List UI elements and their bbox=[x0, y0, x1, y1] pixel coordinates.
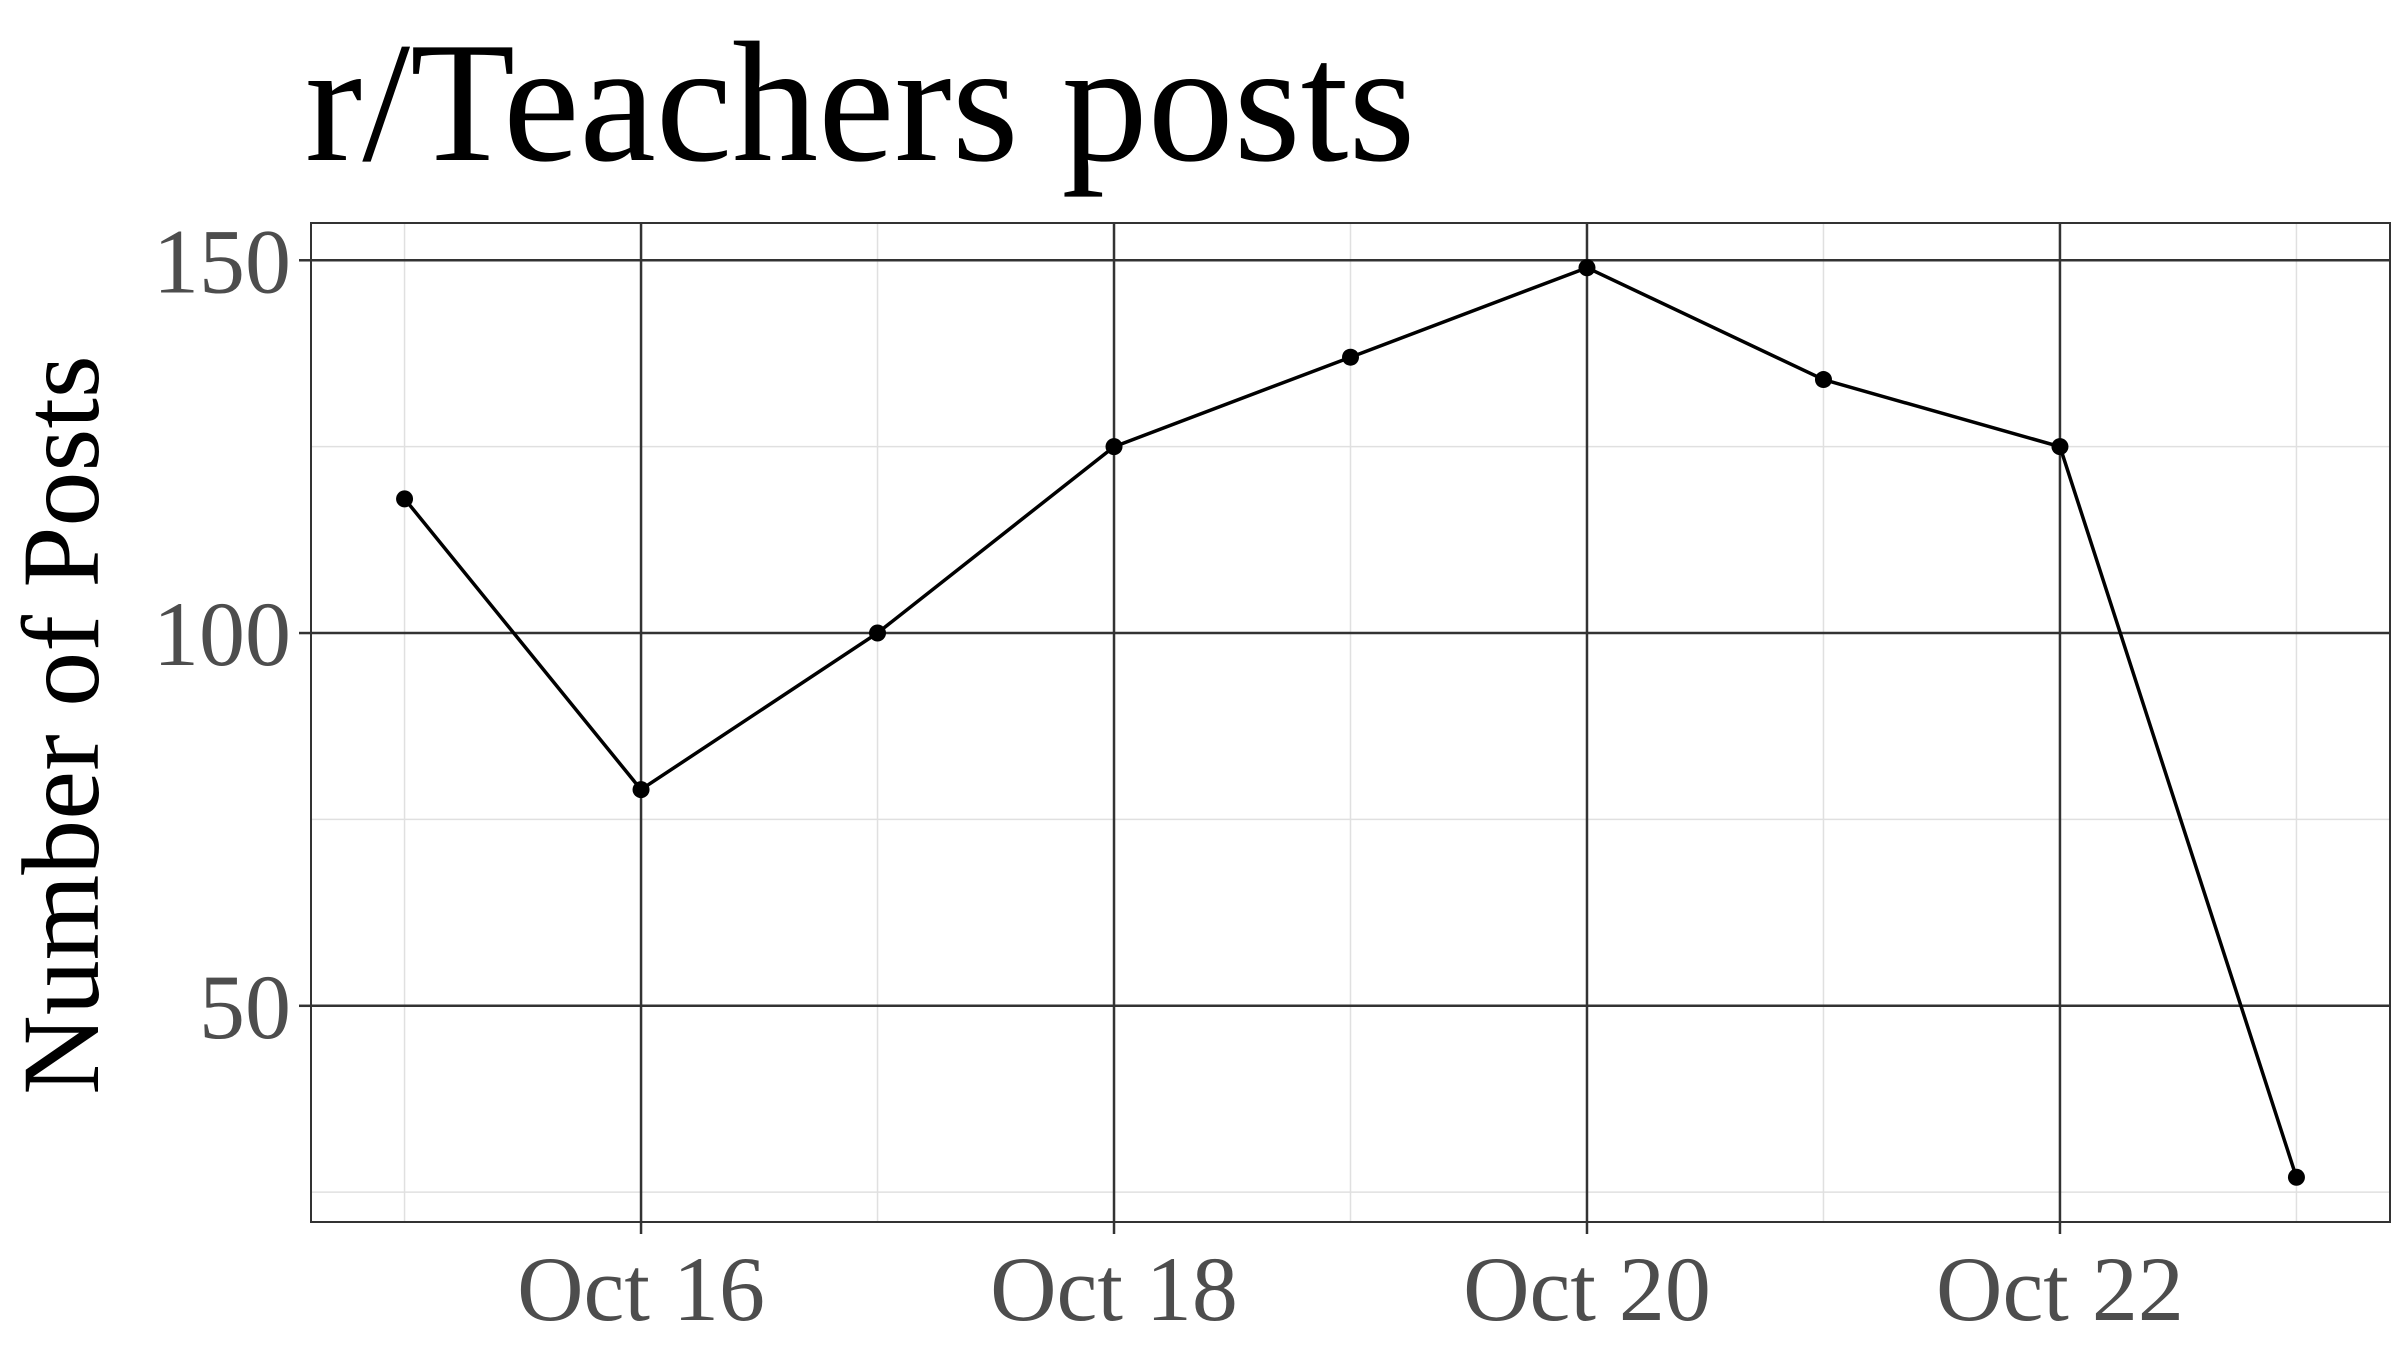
y-tick-label: 100 bbox=[153, 583, 291, 685]
y-axis-label: Number of Posts bbox=[0, 355, 122, 1094]
x-tick-label: Oct 20 bbox=[1463, 1238, 1711, 1340]
x-tick-label: Oct 18 bbox=[990, 1238, 1238, 1340]
plot-panel-border bbox=[310, 222, 2391, 1223]
data-point bbox=[1578, 259, 1596, 277]
data-point bbox=[869, 624, 887, 642]
data-point bbox=[2287, 1168, 2305, 1186]
chart-title: r/Teachers posts bbox=[305, 8, 1415, 198]
axis-ticks: Oct 16 Oct 18 Oct 20 Oct 22 50 100 150 bbox=[153, 210, 2184, 1340]
y-tick-label: 50 bbox=[199, 956, 291, 1058]
x-tick-label: Oct 22 bbox=[1936, 1238, 2184, 1340]
data-point bbox=[2051, 438, 2069, 456]
x-tick-label: Oct 16 bbox=[517, 1238, 765, 1340]
data-point bbox=[1105, 438, 1123, 456]
data-point bbox=[396, 490, 414, 508]
data-point bbox=[1814, 371, 1832, 389]
y-tick-label: 150 bbox=[153, 210, 291, 312]
grid-lines bbox=[311, 223, 2390, 1222]
data-point bbox=[1342, 348, 1359, 366]
data-point bbox=[632, 781, 650, 799]
data-points-layer bbox=[396, 259, 2305, 1186]
